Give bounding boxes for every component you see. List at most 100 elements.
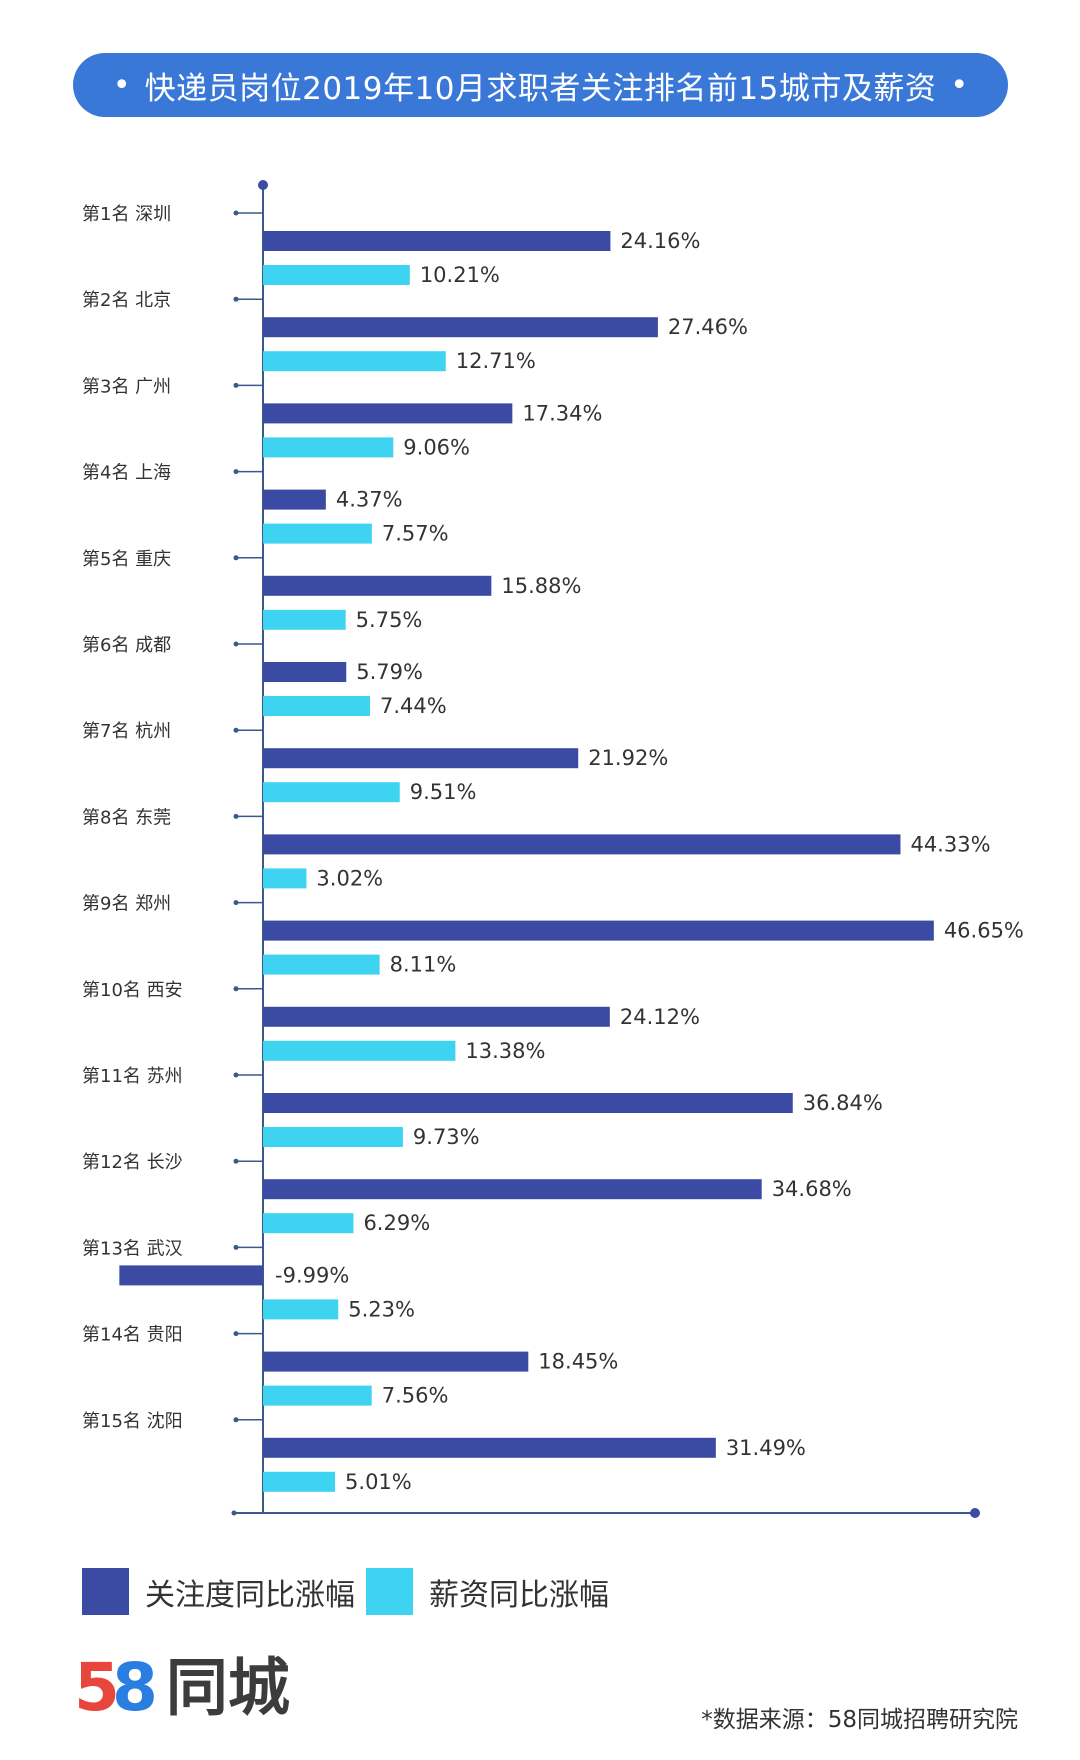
attention-value-label: 31.49% (726, 1436, 806, 1460)
title-bullet-right: • (950, 67, 969, 103)
chart-title: 快递员岗位2019年10月求职者关注排名前15城市及薪资 (144, 70, 937, 107)
salary-value-label: 7.44% (380, 694, 447, 718)
attention-value-label: 18.45% (538, 1350, 618, 1374)
attention-value-label: 4.37% (336, 488, 403, 512)
salary-bar (263, 954, 380, 975)
category-label: 第9名 郑州 (82, 894, 171, 915)
salary-bar (263, 868, 307, 889)
attention-bar (263, 1093, 793, 1113)
title-bullet-left: • (112, 67, 131, 103)
legend-item-attention: 关注度同比涨幅 (82, 1568, 355, 1615)
category-label: 第2名 北京 (82, 290, 171, 311)
category-label: 第10名 西安 (82, 980, 183, 1001)
category-tick-dot (233, 727, 239, 733)
salary-value-label: 5.75% (356, 608, 423, 632)
category-label: 第1名 深圳 (82, 204, 171, 225)
chart-title-banner: • 快递员岗位2019年10月求职者关注排名前15城市及薪资 • (73, 53, 1008, 117)
category-tick-dot (233, 210, 239, 216)
salary-value-label: 10.21% (420, 263, 500, 287)
salary-value-label: 9.73% (413, 1125, 480, 1149)
bar-chart: 第1名 深圳 24.16% 10.21% 第2名 北京 27.46% 12.71% 第3名 … (82, 180, 1024, 1518)
salary-bar (263, 1385, 372, 1406)
category-tick-dot (233, 900, 239, 906)
legend-swatch-attention (82, 1568, 129, 1615)
attention-bar (263, 231, 611, 251)
salary-bar (263, 265, 410, 285)
salary-bar (263, 351, 446, 372)
attention-value-label: 24.12% (620, 1005, 700, 1029)
attention-value-label: 21.92% (588, 746, 668, 770)
attention-value-label: 27.46% (668, 315, 748, 339)
salary-bar (263, 609, 346, 630)
salary-value-label: 3.02% (316, 866, 383, 890)
attention-bar (263, 489, 326, 510)
legend-label-attention: 关注度同比涨幅 (145, 1577, 355, 1613)
category-label: 第5名 重庆 (82, 549, 171, 570)
attention-bar (263, 834, 901, 855)
salary-value-label: 6.29% (363, 1211, 430, 1235)
category-label: 第6名 成都 (82, 635, 171, 656)
legend-item-salary: 薪资同比涨幅 (366, 1568, 609, 1615)
attention-bar (263, 748, 579, 769)
attention-bar (263, 662, 347, 682)
category-tick-dot (233, 469, 239, 475)
logo-digit-8: 8 (111, 1649, 158, 1726)
category-label: 第8名 东莞 (82, 807, 171, 828)
salary-value-label: 9.06% (403, 435, 470, 459)
legend-label-salary: 薪资同比涨幅 (429, 1577, 609, 1613)
salary-bar (263, 437, 394, 458)
salary-value-label: 7.57% (382, 522, 449, 546)
salary-bar (263, 1471, 336, 1492)
category-label: 第7名 杭州 (82, 721, 171, 742)
attention-value-label: 46.65% (944, 919, 1024, 943)
logo-digit-5: 5 (74, 1649, 120, 1726)
attention-bar (263, 1437, 716, 1458)
salary-bar (263, 1040, 456, 1061)
attention-bar (263, 317, 658, 338)
attention-bar (263, 1351, 529, 1372)
salary-bar (263, 782, 400, 803)
attention-value-label: 17.34% (522, 401, 602, 425)
salary-bar (263, 523, 372, 544)
category-tick-dot (233, 296, 239, 302)
salary-bar (263, 1213, 354, 1234)
salary-value-label: 9.51% (410, 780, 477, 804)
category-label: 第11名 苏州 (82, 1066, 183, 1087)
salary-bar (263, 1127, 403, 1147)
category-label: 第13名 武汉 (82, 1238, 183, 1259)
legend-swatch-salary (366, 1568, 413, 1615)
category-tick-dot (233, 1072, 239, 1078)
category-tick-dot (233, 1331, 239, 1337)
attention-value-label: 44.33% (910, 832, 990, 856)
attention-value-label: 24.16% (620, 229, 700, 253)
attention-value-label: 34.68% (772, 1177, 852, 1201)
category-label: 第4名 上海 (82, 463, 171, 484)
data-source-note: *数据来源：58同城招聘研究院 (701, 1707, 1018, 1733)
attention-value-label: 15.88% (501, 574, 581, 598)
salary-value-label: 8.11% (390, 953, 457, 977)
attention-bar (263, 1006, 610, 1027)
category-tick-dot (233, 1417, 239, 1423)
category-tick-dot (233, 382, 239, 388)
attention-value-label: 5.79% (356, 660, 423, 684)
attention-bar (263, 403, 513, 424)
attention-bar (263, 575, 492, 596)
attention-bar (263, 920, 934, 941)
attention-bar (263, 1179, 762, 1200)
salary-value-label: 5.23% (348, 1297, 415, 1321)
y-axis-end-dot (258, 180, 268, 190)
category-tick-dot (233, 1244, 239, 1250)
salary-bar (263, 1299, 339, 1320)
salary-value-label: 12.71% (456, 349, 536, 373)
salary-bar (263, 696, 370, 716)
category-tick-dot (233, 641, 239, 647)
attention-value-label: -9.99% (275, 1263, 349, 1287)
salary-value-label: 7.56% (382, 1384, 449, 1408)
category-tick-dot (233, 813, 239, 819)
salary-value-label: 13.38% (465, 1039, 545, 1063)
attention-bar (119, 1265, 263, 1286)
category-tick-dot (233, 1158, 239, 1164)
category-tick-dot (233, 555, 239, 561)
attention-value-label: 36.84% (803, 1091, 883, 1115)
x-axis-end-dot (970, 1508, 980, 1518)
